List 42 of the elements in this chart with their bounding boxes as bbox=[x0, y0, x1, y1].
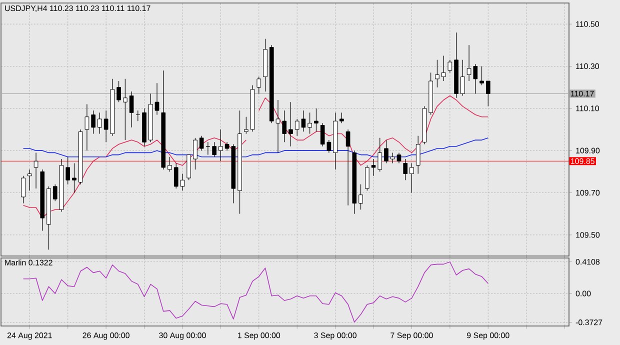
candlestick bbox=[416, 136, 420, 174]
candlestick bbox=[52, 184, 58, 202]
candlestick bbox=[410, 162, 414, 194]
candlestick bbox=[308, 112, 312, 134]
candlestick bbox=[448, 60, 452, 73]
candlestick bbox=[72, 162, 76, 194]
candlestick bbox=[256, 76, 262, 94]
candlestick bbox=[218, 129, 223, 162]
candlestick bbox=[480, 66, 484, 86]
candlestick bbox=[129, 91, 134, 128]
candlestick bbox=[193, 138, 198, 170]
candlestick bbox=[346, 129, 350, 206]
candlestick bbox=[282, 110, 287, 142]
candlestick bbox=[340, 112, 344, 124]
candlestick bbox=[288, 102, 293, 147]
candlestick bbox=[441, 55, 446, 82]
candlestick bbox=[186, 154, 192, 180]
candlestick bbox=[486, 80, 490, 107]
candlestick bbox=[212, 142, 216, 158]
candlestick bbox=[435, 60, 440, 88]
candlestick bbox=[244, 116, 248, 134]
candlestick bbox=[396, 152, 402, 164]
candlestick bbox=[123, 78, 128, 140]
candlestick bbox=[199, 136, 204, 151]
candlestick bbox=[364, 165, 370, 191]
candlestick bbox=[314, 108, 318, 132]
candlestick bbox=[403, 158, 408, 180]
candlestick bbox=[98, 112, 102, 134]
candlestick bbox=[91, 110, 96, 134]
candlestick bbox=[390, 152, 395, 164]
candlestick bbox=[116, 80, 121, 102]
candlestick bbox=[276, 100, 280, 153]
candlestick bbox=[460, 60, 465, 96]
candlestick bbox=[84, 104, 90, 151]
candlestick bbox=[154, 82, 160, 116]
candlestick bbox=[384, 140, 388, 164]
candlestick bbox=[27, 169, 32, 191]
candlestick bbox=[168, 156, 172, 172]
candlestick bbox=[21, 176, 26, 204]
candlestick bbox=[34, 152, 38, 189]
candlestick bbox=[358, 184, 363, 210]
candlestick bbox=[66, 156, 70, 185]
